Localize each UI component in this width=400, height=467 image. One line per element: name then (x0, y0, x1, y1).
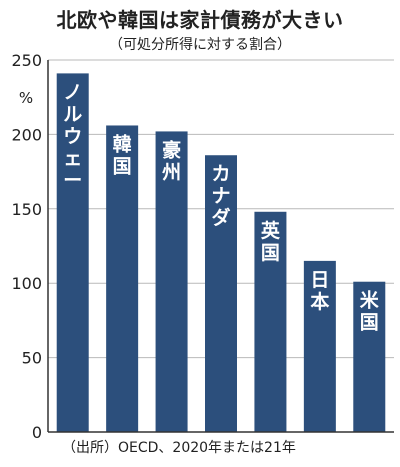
bar-layer: ノルウェー 韓国豪州カナダ英国日本 米国 (56, 73, 386, 433)
y-tick-label: 100 (11, 274, 42, 293)
y-tick-label: 200 (11, 125, 42, 144)
bar-7 (353, 281, 386, 432)
bar-category-label: 英国 (261, 219, 281, 264)
chart-title: 北欧や韓国は家計債務が大きい (56, 8, 344, 32)
bar-category-label: 韓国 (113, 132, 132, 177)
bar-4 (205, 155, 237, 432)
y-tick-label: 0 (32, 423, 42, 442)
bar-category-label: 豪州 (162, 138, 181, 183)
bar-category-label: 日本 (310, 269, 329, 313)
y-tick-label: 150 (11, 200, 42, 219)
bar-6 (303, 260, 336, 432)
source-note: （出所）OECD、2020年または21年 (62, 440, 296, 456)
axis-layer: 0 50 100 150 200 250% (11, 51, 394, 442)
y-tick-label: 250 (11, 51, 42, 70)
y-tick-label: 50 (22, 349, 42, 368)
bar-category-label: カナダ (211, 163, 230, 229)
bar-5 (254, 211, 287, 432)
bar-3 (155, 131, 188, 432)
bar-1 (56, 73, 89, 432)
chart-subtitle: （可処分所得に対する割合） (109, 37, 291, 53)
bar-category-label: 米国 (360, 289, 380, 334)
bar-category-label: ノルウェー (63, 81, 82, 191)
y-axis-unit-label: % (19, 89, 33, 107)
bar-2 (106, 125, 139, 433)
